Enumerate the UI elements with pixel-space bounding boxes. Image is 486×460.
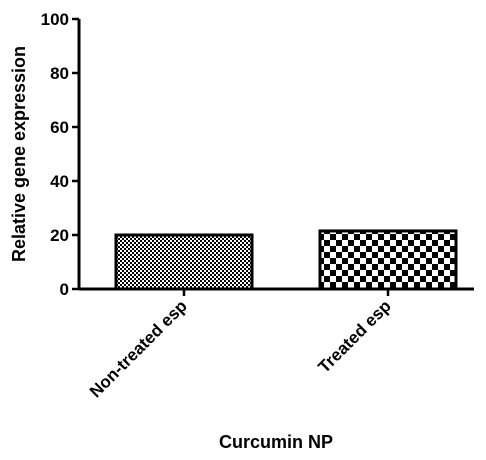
y-ticks: 0 20 40 60 80 100 xyxy=(41,10,79,299)
y-tick-label: 80 xyxy=(50,64,69,83)
y-tick-label: 40 xyxy=(50,172,69,191)
y-tick-label: 60 xyxy=(50,118,69,137)
y-tick-label: 100 xyxy=(41,10,69,29)
y-tick-label: 0 xyxy=(60,280,69,299)
x-axis-title: Curcumin NP xyxy=(219,432,333,452)
x-category-label: Treated esp xyxy=(315,296,395,376)
x-category-label: Non-treated esp xyxy=(86,296,191,401)
x-ticks: Non-treated esp Treated esp xyxy=(86,289,395,401)
y-axis-title: Relative gene expression xyxy=(9,46,29,262)
y-tick-label: 20 xyxy=(50,226,69,245)
bars-layer xyxy=(114,229,458,291)
bar-non-treated-esp xyxy=(114,233,254,291)
bar-treated-esp xyxy=(318,229,458,291)
